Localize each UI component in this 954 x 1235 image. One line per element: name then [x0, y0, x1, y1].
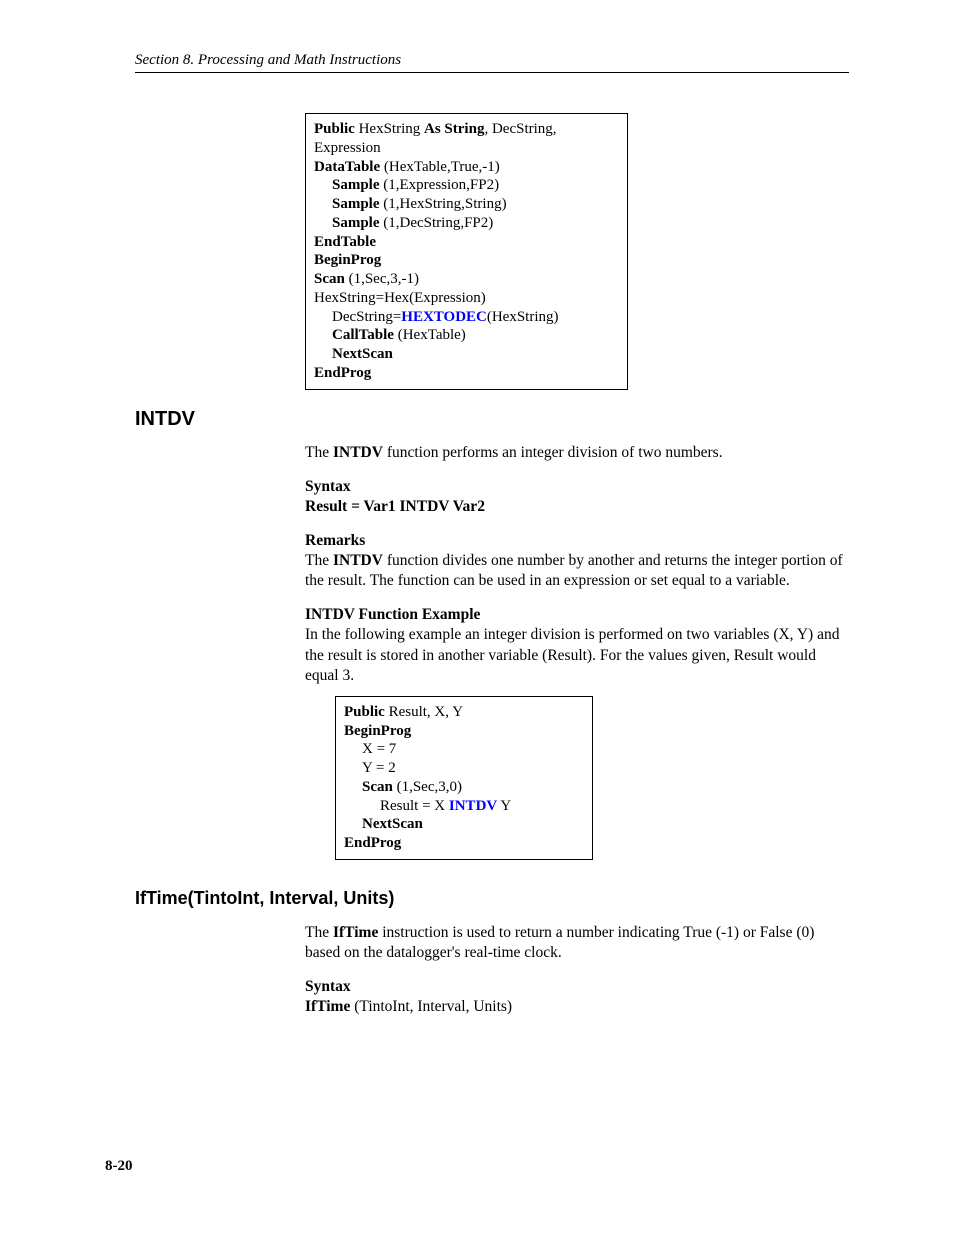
iftime-body: The IfTime instruction is used to return…	[305, 923, 849, 1018]
intdv-remarks: Remarks The INTDV function divides one n…	[305, 531, 849, 591]
code-example-intdv: Public Result, X, Y BeginProg X = 7 Y = …	[335, 696, 593, 860]
section-header: Section 8. Processing and Math Instructi…	[135, 52, 849, 73]
intdv-intro: The INTDV function performs an integer d…	[305, 443, 849, 463]
intdv-syntax: Syntax Result = Var1 INTDV Var2	[305, 477, 849, 517]
page: Section 8. Processing and Math Instructi…	[0, 0, 954, 1235]
heading-iftime: IfTime(TintoInt, Interval, Units)	[135, 888, 849, 909]
iftime-intro: The IfTime instruction is used to return…	[305, 923, 849, 963]
intdv-body: The INTDV function performs an integer d…	[305, 443, 849, 686]
page-number: 8-20	[105, 1158, 133, 1175]
code-example-hextodec: Public HexString As String, DecString, E…	[305, 113, 628, 390]
intdv-example-text: INTDV Function Example In the following …	[305, 605, 849, 686]
heading-intdv: INTDV	[135, 408, 849, 431]
iftime-syntax: Syntax IfTime (TintoInt, Interval, Units…	[305, 977, 849, 1017]
